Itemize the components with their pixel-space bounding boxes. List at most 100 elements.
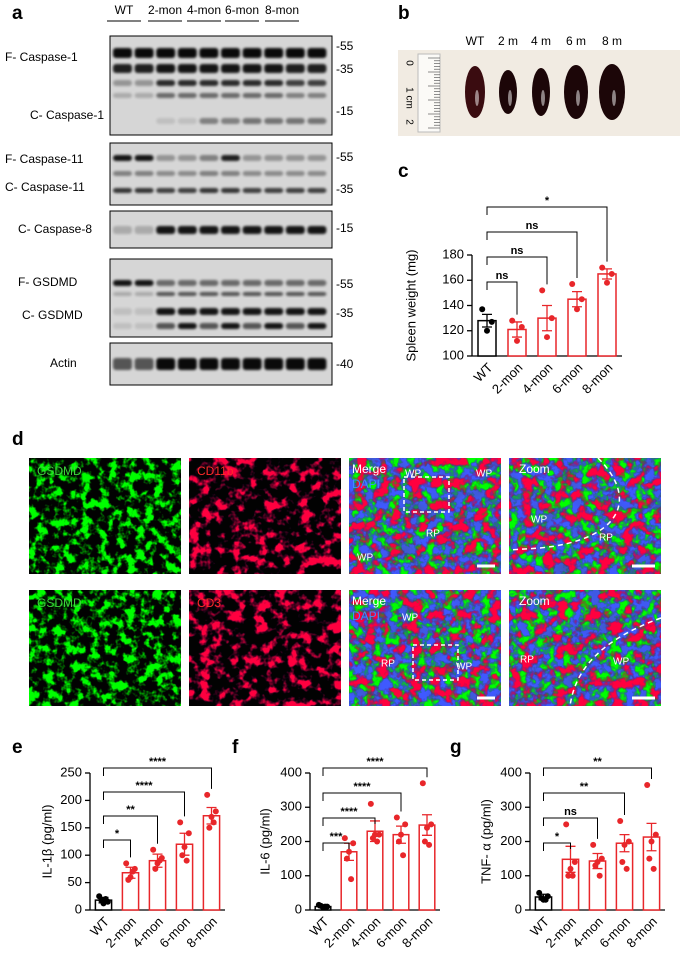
red-channel [509, 458, 661, 574]
zoom-box [412, 644, 459, 681]
region-label: RP [381, 659, 395, 670]
panel-letter: d [12, 429, 24, 450]
blot-band [242, 80, 262, 86]
data-point [488, 318, 495, 325]
data-point [183, 857, 190, 864]
significance-label: ns [526, 220, 539, 232]
blot-band [199, 226, 219, 234]
significance-label: ns [496, 270, 509, 282]
blot-band [242, 64, 262, 73]
data-point [590, 841, 597, 848]
blot-band [307, 358, 327, 370]
green-channel [29, 590, 181, 706]
data-point [177, 819, 184, 826]
data-point [509, 317, 516, 324]
green-channel [29, 458, 181, 574]
blot-band [156, 226, 176, 234]
blot-band [307, 292, 327, 296]
blot-band [264, 171, 284, 176]
blot-frame [109, 35, 333, 136]
blot-band [177, 80, 197, 86]
y-axis-label: TNF- α (pg/ml) [478, 799, 493, 884]
blot-band [221, 358, 240, 370]
blot-band [156, 93, 176, 98]
y-tick-label: 200 [500, 833, 522, 848]
blot-band [307, 171, 327, 176]
blot-band [156, 308, 176, 315]
blot-band [177, 280, 197, 286]
y-tick-label: 250 [60, 764, 82, 779]
blot-band [177, 292, 197, 296]
data-point [185, 830, 192, 837]
data-point [179, 852, 186, 859]
lane-label: WT [115, 3, 134, 17]
y-tick-label: 200 [60, 792, 82, 807]
y-axis-label: IL-6 (pg/ml) [257, 808, 272, 874]
data-point [650, 865, 657, 872]
data-point [402, 821, 409, 828]
blot-band [264, 358, 284, 370]
blot-band [221, 48, 240, 58]
x-tick-label: 2-mon [489, 360, 526, 397]
blot-band [285, 323, 305, 329]
group-label: 6 m [566, 34, 586, 48]
significance-bracket [486, 256, 548, 285]
lane-label: 8-mon [265, 3, 299, 17]
protein-label: F- Caspase-11 [5, 152, 84, 166]
significance-label: **** [366, 756, 384, 768]
blot-band [113, 188, 132, 193]
blot-band [113, 80, 132, 86]
significance-bracket [543, 817, 598, 839]
ruler [417, 53, 441, 133]
mw-marker: -55 [336, 150, 354, 164]
data-point [592, 862, 599, 869]
spleen-highlight [508, 90, 512, 106]
data-point [518, 323, 525, 330]
dapi-label: DAPI [352, 609, 380, 623]
lane-label: 2-mon [148, 3, 182, 17]
error-bar [542, 304, 552, 332]
blot-band [307, 188, 327, 193]
blot-band [113, 171, 132, 176]
blot-band [177, 64, 197, 73]
significance-label: * [555, 831, 560, 843]
bar [615, 842, 634, 911]
data-point [210, 819, 217, 826]
blot-band [134, 188, 154, 193]
data-point [574, 306, 580, 313]
region-label: WP [357, 553, 373, 564]
blot-band [199, 48, 219, 58]
data-point [150, 846, 157, 853]
protein-label: Actin [50, 356, 77, 370]
blot-band [264, 308, 284, 315]
spleen-highlight [612, 90, 616, 106]
blot-band [285, 118, 305, 124]
blot-band [156, 171, 176, 176]
y-tick-label: 200 [280, 833, 302, 848]
red-channel [349, 590, 501, 706]
data-point [428, 821, 435, 828]
region-label: WP [402, 613, 418, 624]
blot-band [113, 308, 132, 315]
blot-band [177, 48, 197, 58]
data-point [350, 840, 357, 847]
data-point [578, 296, 585, 303]
blot-band [307, 64, 327, 73]
spleen-highlight [475, 90, 479, 106]
boundary-curve [569, 617, 662, 707]
significance-bracket [103, 767, 212, 789]
spleen [532, 68, 550, 116]
group-label: 2 m [498, 34, 518, 48]
mw-marker: -35 [336, 62, 354, 76]
y-tick-label: 180 [442, 246, 464, 261]
blot-band [134, 226, 154, 234]
significance-label: **** [135, 780, 153, 792]
significance-label: * [545, 195, 550, 207]
blot-band [307, 226, 327, 234]
blot-band [134, 323, 154, 329]
data-point [369, 835, 376, 842]
blot-band [177, 188, 197, 193]
data-point [419, 780, 426, 787]
mw-marker: -15 [336, 221, 354, 235]
significance-bracket [543, 767, 652, 779]
